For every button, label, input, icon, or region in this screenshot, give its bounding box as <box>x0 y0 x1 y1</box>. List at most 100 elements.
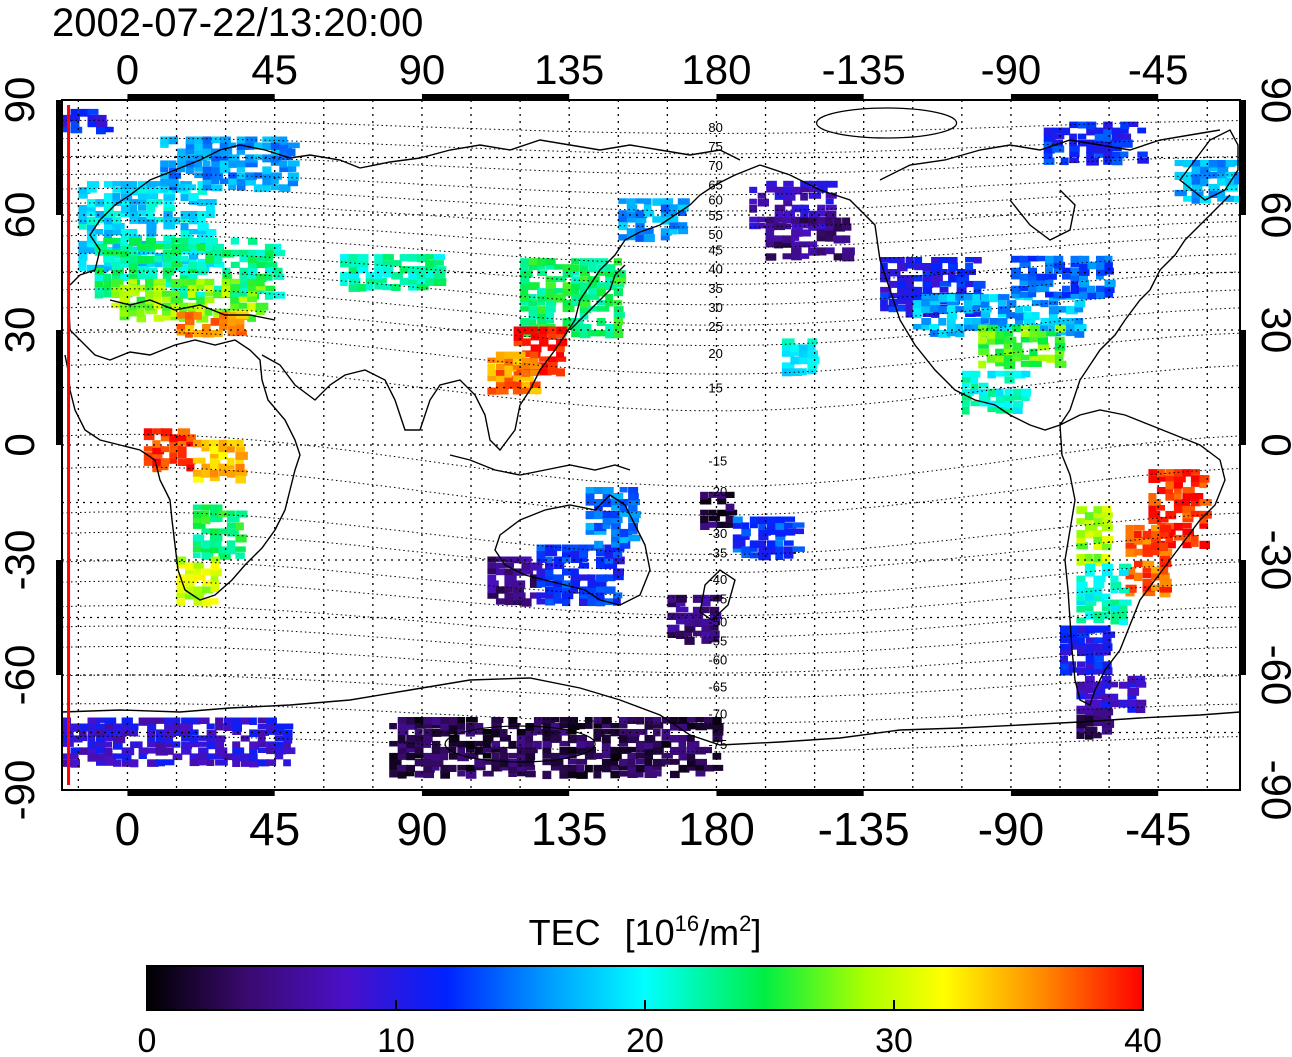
tec-cell <box>653 740 665 748</box>
tec-cell <box>550 723 562 731</box>
tec-cell <box>232 723 242 732</box>
tec-cell <box>741 528 751 537</box>
tec-cell <box>995 400 1008 408</box>
tec-cell <box>808 186 820 193</box>
tec-cell <box>618 729 631 736</box>
tec-cell <box>218 510 227 518</box>
tec-cell <box>888 269 901 277</box>
tec-cell <box>209 534 223 542</box>
tec-cell <box>177 184 188 192</box>
tec-cell <box>1101 708 1114 716</box>
tec-cell <box>562 580 574 589</box>
tec-cell <box>1134 530 1142 538</box>
tec-cell <box>604 574 616 582</box>
tec-cell <box>989 318 1002 325</box>
contour-line <box>62 735 1240 753</box>
tec-cell <box>783 546 797 554</box>
tec-cell <box>758 528 771 536</box>
tec-cell <box>825 235 834 242</box>
tec-cell <box>136 302 149 309</box>
tec-cell <box>382 266 394 274</box>
tec-cell <box>970 376 979 384</box>
tec-cell <box>613 556 625 565</box>
tec-cell <box>618 764 630 771</box>
tec-cell <box>495 369 505 376</box>
tec-cell <box>162 255 176 263</box>
tec-cell <box>579 282 592 290</box>
tec-cell <box>521 357 533 364</box>
frame-bar-left <box>56 100 62 215</box>
tec-cell <box>783 540 794 546</box>
tec-cell <box>245 178 256 186</box>
tec-cell <box>766 540 777 547</box>
tec-cell <box>807 350 818 359</box>
tec-cell <box>145 284 154 291</box>
tec-cell <box>545 294 555 301</box>
tec-cell <box>1046 330 1057 337</box>
tec-cell <box>283 723 294 730</box>
tec-cell <box>579 550 589 558</box>
contour-line <box>62 466 1240 516</box>
tec-cell <box>965 257 975 263</box>
coastline-greenland <box>1179 129 1239 201</box>
tec-cell <box>262 178 275 186</box>
tec-cell <box>283 741 291 750</box>
tec-patch <box>1076 506 1114 567</box>
tec-cell <box>781 344 793 351</box>
tec-cell <box>112 229 124 236</box>
tec-cell <box>397 752 411 760</box>
tec-cell <box>440 723 451 731</box>
tec-cell <box>121 717 133 725</box>
tec-cell <box>382 284 395 291</box>
tec-cell <box>550 752 560 760</box>
tec-cell <box>653 770 662 777</box>
tec-cell <box>230 296 240 304</box>
tec-cell <box>223 723 235 731</box>
tec-cell <box>249 717 257 725</box>
tec-cell <box>775 516 785 524</box>
tec-cell <box>1127 675 1141 684</box>
tec-cell <box>687 740 700 750</box>
tec-cell <box>643 234 655 243</box>
tec-cell <box>585 528 596 535</box>
tec-cell <box>986 354 999 363</box>
tec-cell <box>521 387 532 394</box>
tec-cell <box>987 388 999 397</box>
tec-cell <box>236 166 245 173</box>
tec-cell <box>1182 505 1196 513</box>
tec-cell <box>1217 195 1229 202</box>
tec-cell <box>635 210 648 219</box>
tec-cell <box>474 758 485 768</box>
tec-cell <box>266 741 279 748</box>
tec-cell <box>554 288 566 294</box>
tec-cell <box>1096 255 1109 263</box>
tec-cell <box>1086 145 1097 154</box>
tec-cell <box>536 574 548 582</box>
tec-cell <box>1225 177 1238 186</box>
tec-cell <box>528 294 537 300</box>
tec-cell <box>570 586 579 594</box>
tec-cell <box>219 148 233 157</box>
tec-cell <box>1043 127 1054 135</box>
tec-patch <box>1076 675 1147 714</box>
colorbar-tick-label: 10 <box>377 1022 415 1057</box>
tec-cell <box>550 764 560 771</box>
tec-cell <box>980 318 989 324</box>
tec-cell <box>193 562 204 569</box>
tec-cell <box>171 255 182 262</box>
tec-cell <box>611 540 622 548</box>
tec-cell <box>279 184 291 192</box>
tec-cell <box>1101 536 1114 544</box>
tec-cell <box>880 292 890 300</box>
tec-cell <box>79 747 90 755</box>
tec-cell <box>1053 261 1065 269</box>
tec-cell <box>1125 590 1135 597</box>
tec-cell <box>537 294 548 302</box>
tec-cell <box>201 528 213 534</box>
tec-cell <box>594 487 605 494</box>
tec-cell <box>160 184 168 193</box>
tec-cell <box>431 746 442 754</box>
tec-cell <box>1029 348 1038 357</box>
tec-cell <box>1040 324 1049 332</box>
tec-cell <box>905 263 918 269</box>
